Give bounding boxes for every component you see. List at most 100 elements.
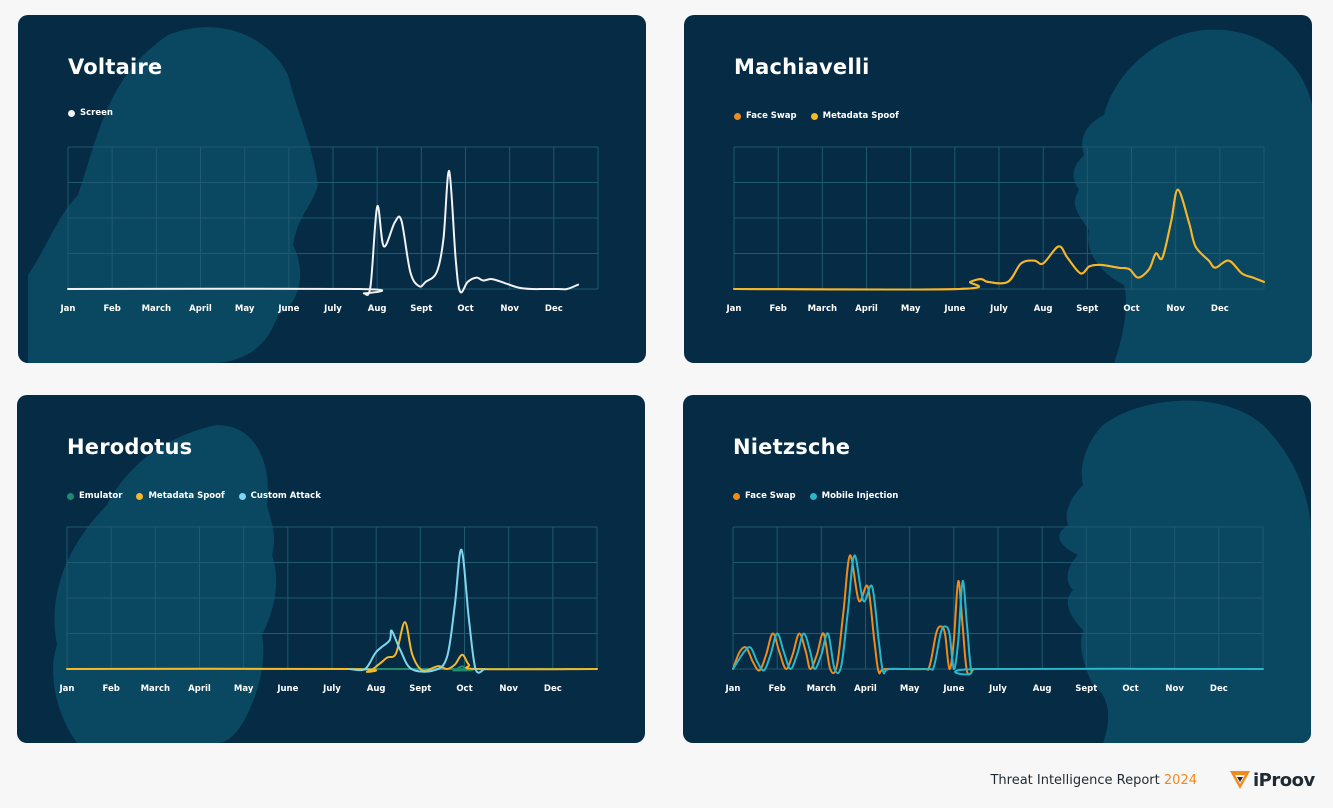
legend-item: Face Swap <box>734 111 797 121</box>
legend-dot-metadata-spoof <box>136 492 144 500</box>
chart-legend: Emulator Metadata Spoof Custom Attack <box>67 491 321 501</box>
x-tick-label: May <box>235 304 255 314</box>
x-tick-label: Aug <box>1034 304 1053 314</box>
legend-dot-face-swap <box>733 492 740 500</box>
legend-item: Face Swap <box>733 491 796 501</box>
x-tick-label: June <box>943 304 965 314</box>
legend-item: Screen <box>68 108 113 118</box>
x-tick-label: Jan <box>60 304 76 314</box>
x-tick-label: Nov <box>1165 684 1184 694</box>
x-tick-label: July <box>323 304 342 314</box>
x-tick-label: Dec <box>1211 304 1229 314</box>
legend-item: Metadata Spoof <box>810 111 899 121</box>
series-line-metadata-spoof <box>66 621 598 673</box>
x-tick-label: June <box>276 684 298 694</box>
x-tick-label: Feb <box>104 304 121 314</box>
legend-label: Face Swap <box>746 111 797 121</box>
x-tick-label: June <box>277 304 299 314</box>
x-tick-label: Sept <box>409 684 431 694</box>
x-tick-label: May <box>234 684 254 694</box>
x-tick-label: Oct <box>1123 304 1139 314</box>
x-tick-label: July <box>989 304 1008 314</box>
legend-item: Mobile Injection <box>809 491 899 501</box>
chart-title: Voltaire <box>68 55 163 79</box>
chart-grid <box>732 526 1264 670</box>
legend-label: Screen <box>80 108 113 118</box>
x-tick-label: Nov <box>499 684 518 694</box>
x-tick-label: April <box>189 304 212 314</box>
x-tick-label: Jan <box>726 304 742 314</box>
x-tick-label: Feb <box>770 304 787 314</box>
x-tick-label: Dec <box>544 684 562 694</box>
x-tick-label: May <box>900 684 920 694</box>
report-footer-label: Threat Intelligence Report 2024 <box>990 773 1197 788</box>
series-line-face-swap <box>732 554 975 676</box>
x-tick-label: July <box>322 684 341 694</box>
series-line-metadata-spoof <box>733 188 1265 291</box>
x-tick-label: Oct <box>457 304 473 314</box>
x-tick-label: Nov <box>500 304 519 314</box>
legend-dot-screen <box>68 109 75 117</box>
iproov-logo-icon <box>1230 771 1250 789</box>
x-tick-label: Dec <box>1210 684 1228 694</box>
series-line-screen <box>67 170 580 296</box>
chart-legend: Screen <box>68 108 113 118</box>
x-tick-label: May <box>901 304 921 314</box>
chart-card-herodotus: Herodotus Emulator Metadata Spoof Custom… <box>17 395 645 743</box>
legend-dot-face-swap <box>734 112 741 120</box>
legend-dot-custom-attack <box>238 492 246 500</box>
report-year: 2024 <box>1163 773 1197 788</box>
legend-label: Mobile Injection <box>821 491 899 501</box>
brand-name: iProov <box>1253 769 1315 791</box>
legend-label: Face Swap <box>745 491 796 501</box>
chart-card-nietzsche: Nietzsche Face Swap Mobile Injection Jan… <box>683 395 1311 743</box>
chart-grid <box>66 526 598 670</box>
x-tick-label: March <box>808 304 837 314</box>
legend-item: Custom Attack <box>238 491 321 501</box>
chart-grid <box>67 146 599 290</box>
x-tick-label: April <box>855 304 878 314</box>
x-tick-label: April <box>854 684 877 694</box>
x-tick-label: March <box>807 684 836 694</box>
legend-label: Metadata Spoof <box>822 111 899 121</box>
herodotus-silhouette <box>53 425 277 743</box>
report-name: Threat Intelligence Report <box>990 773 1160 788</box>
x-tick-label: March <box>142 304 171 314</box>
voltaire-silhouette <box>28 27 318 363</box>
x-tick-label: Dec <box>545 304 563 314</box>
x-tick-label: Oct <box>456 684 472 694</box>
x-tick-label: June <box>942 684 964 694</box>
legend-dot-metadata-spoof <box>810 112 818 120</box>
brand-logo: iProov <box>1229 769 1315 791</box>
x-tick-label: July <box>988 684 1007 694</box>
machiavelli-silhouette <box>1073 29 1312 363</box>
series-line-mobile-injection <box>732 554 1264 676</box>
legend-label: Emulator <box>79 491 123 501</box>
x-tick-label: Feb <box>769 684 786 694</box>
x-tick-label: Sept <box>1075 684 1097 694</box>
chart-grid <box>733 146 1265 290</box>
x-tick-label: Feb <box>103 684 120 694</box>
chart-title: Herodotus <box>67 435 193 459</box>
x-tick-label: Sept <box>1076 304 1098 314</box>
nietzsche-silhouette <box>1059 400 1311 743</box>
x-tick-label: Oct <box>1122 684 1138 694</box>
x-tick-label: March <box>141 684 170 694</box>
chart-card-machiavelli: Machiavelli Face Swap Metadata Spoof Jan… <box>684 15 1312 363</box>
legend-label: Metadata Spoof <box>148 491 225 501</box>
line-chart-machiavelli: Jan Feb March April May June July Aug Sept Oct Nov… <box>726 146 1265 314</box>
x-tick-label: Nov <box>1166 304 1185 314</box>
chart-title: Machiavelli <box>734 55 870 79</box>
legend-label: Custom Attack <box>250 491 321 501</box>
line-chart-voltaire: Jan Feb March April May June July Aug Sept Oct Nov… <box>60 146 599 314</box>
legend-item: Metadata Spoof <box>136 491 225 501</box>
line-chart-herodotus: Jan Feb March April May June July Aug Sept Oct Nov… <box>59 526 598 694</box>
legend-dot-mobile-injection <box>809 492 817 500</box>
x-tick-label: Jan <box>59 684 75 694</box>
chart-card-voltaire: Voltaire Screen Jan Feb March April May June J… <box>18 15 646 363</box>
line-chart-nietzsche: Jan Feb March April May June July Aug Sept Oct Nov… <box>725 526 1264 694</box>
x-tick-label: Sept <box>410 304 432 314</box>
legend-item: Emulator <box>67 491 122 501</box>
x-tick-label: Aug <box>1033 684 1052 694</box>
x-tick-label: Aug <box>367 684 386 694</box>
